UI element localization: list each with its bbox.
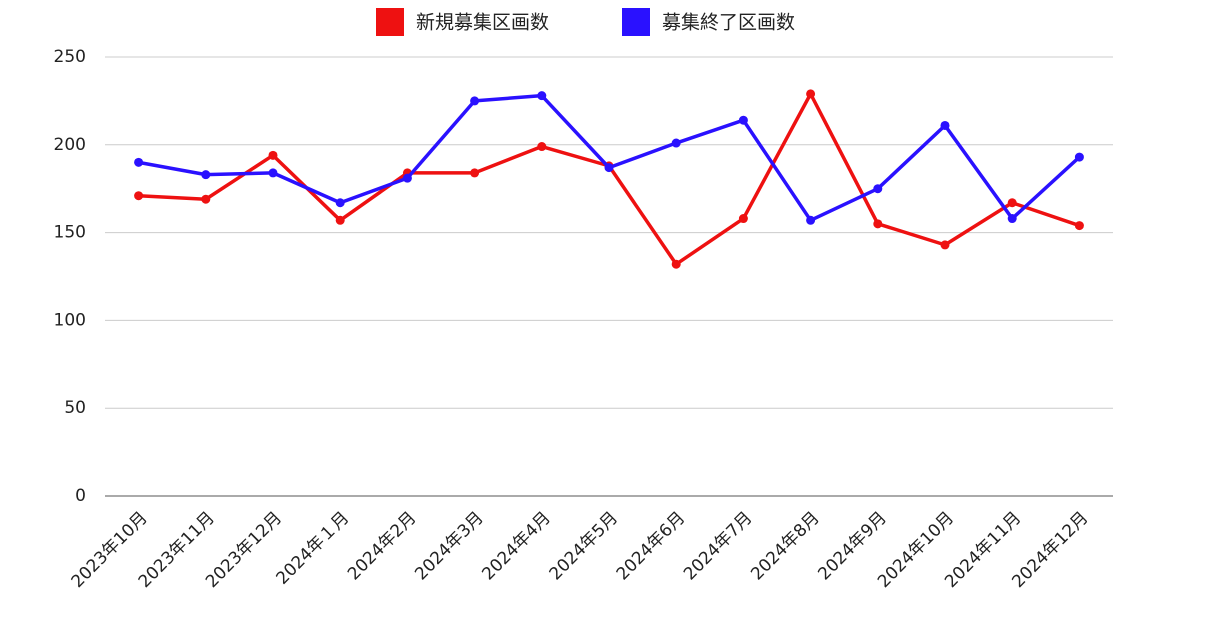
series-line xyxy=(138,92,1080,266)
data-point xyxy=(134,191,144,201)
data-point xyxy=(1007,198,1017,208)
x-tick-label: 2024年5月 xyxy=(546,508,622,584)
y-tick-label: 200 xyxy=(54,135,86,155)
x-tick-label: 2024年１月 xyxy=(272,508,353,589)
y-tick-label: 150 xyxy=(54,223,86,243)
legend-swatch xyxy=(622,8,650,36)
data-point xyxy=(873,219,883,229)
y-tick-label: 0 xyxy=(75,486,86,506)
data-point xyxy=(738,214,748,224)
data-point xyxy=(671,138,681,148)
x-tick-label: 2024年8月 xyxy=(747,508,823,584)
x-tick-label: 2024年3月 xyxy=(411,508,487,584)
data-point xyxy=(268,168,278,178)
data-point xyxy=(671,259,681,269)
data-point xyxy=(402,173,412,183)
data-point xyxy=(940,120,950,130)
data-point xyxy=(470,168,480,178)
series-line xyxy=(138,93,1081,223)
data-point xyxy=(940,240,950,250)
data-point xyxy=(1007,214,1017,224)
data-point xyxy=(1074,152,1084,162)
data-point xyxy=(335,198,345,208)
data-point xyxy=(537,142,547,152)
legend: 新規募集区画数 募集終了区画数 xyxy=(376,8,795,36)
data-point xyxy=(201,170,211,180)
data-point xyxy=(1074,221,1084,231)
data-point xyxy=(806,215,816,225)
data-point xyxy=(335,215,345,225)
x-tick-label: 2024年7月 xyxy=(680,508,756,584)
y-tick-label: 50 xyxy=(64,398,86,418)
data-point xyxy=(604,163,614,173)
legend-swatch xyxy=(376,8,404,36)
data-point xyxy=(268,150,278,160)
legend-label: 募集終了区画数 xyxy=(662,12,795,34)
x-tick-label: 2024年6月 xyxy=(613,508,689,584)
data-point xyxy=(201,194,211,204)
data-point xyxy=(873,184,883,194)
data-point xyxy=(738,115,748,125)
data-point xyxy=(806,89,816,99)
y-tick-label: 250 xyxy=(54,47,86,67)
data-point xyxy=(134,157,144,167)
data-point xyxy=(470,96,480,106)
legend-label: 新規募集区画数 xyxy=(416,12,549,34)
data-point xyxy=(537,91,547,101)
x-tick-label: 2024年4月 xyxy=(478,508,554,584)
x-tick-label: 2024年2月 xyxy=(344,508,420,584)
y-tick-label: 100 xyxy=(54,310,86,330)
